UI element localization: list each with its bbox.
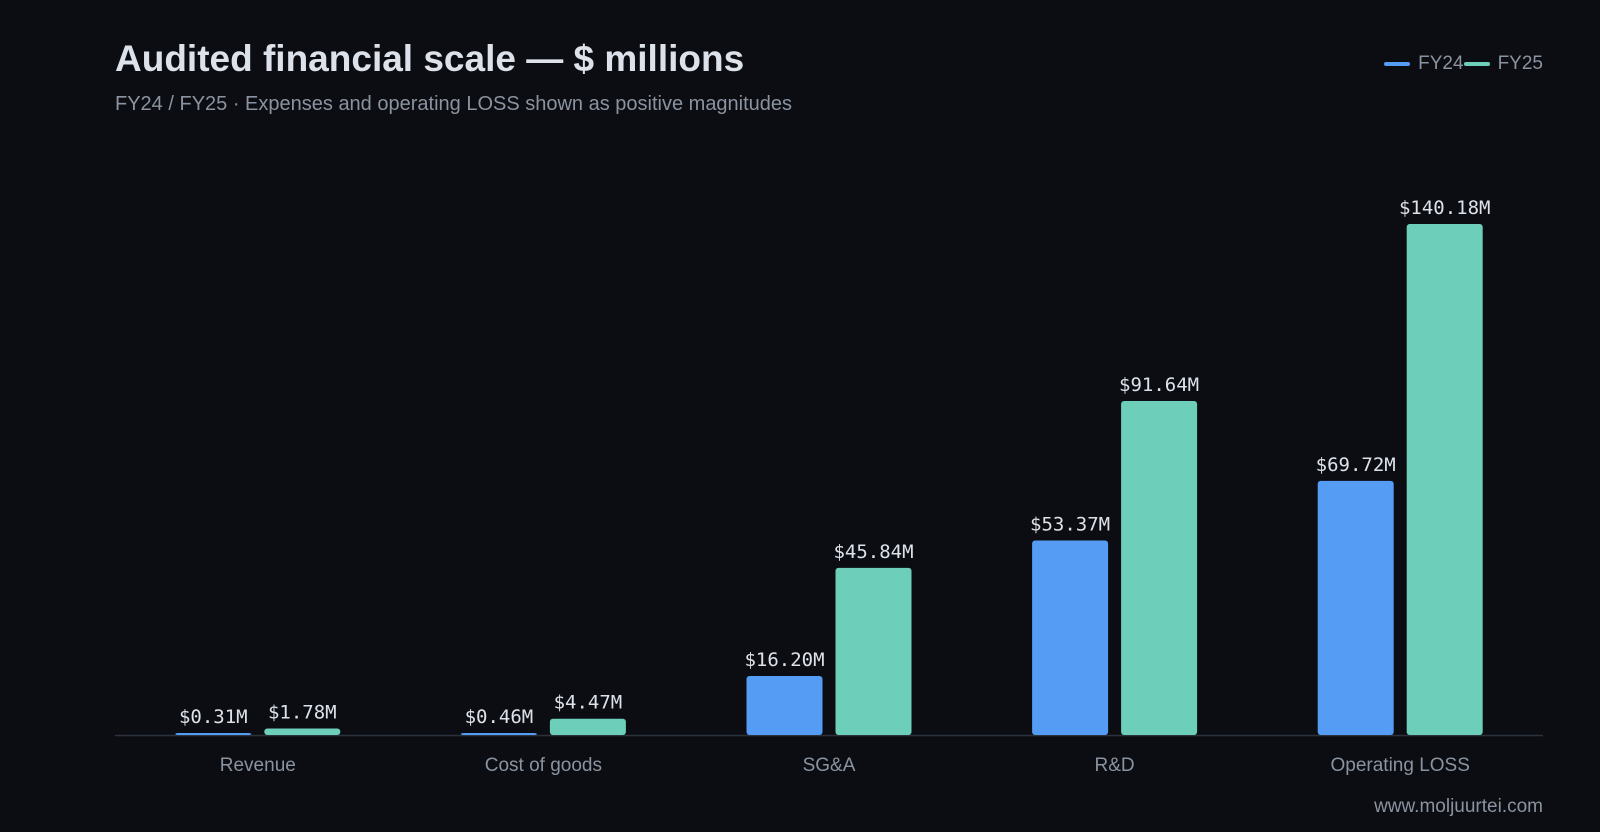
chart-legend: FY24 FY25 — [1384, 53, 1543, 75]
legend-label-fy25: FY25 — [1497, 53, 1543, 74]
category-label-cost-of-goods: Cost of goods — [485, 755, 602, 776]
legend-item-fy25: FY25 — [1463, 53, 1543, 75]
bar-fy24-sg-a — [746, 675, 823, 735]
category-label-sg-a: SG&A — [803, 755, 856, 776]
bar-fy25-revenue — [264, 728, 341, 735]
bar-fy25-operating-loss — [1406, 224, 1483, 735]
value-label-fy24-sg-a: $16.20M — [744, 649, 824, 671]
source-url: www.moljuurtei.com — [1374, 796, 1543, 817]
bar-fy24-operating-loss — [1317, 480, 1394, 735]
category-label-r-d: R&D — [1095, 755, 1135, 776]
value-label-fy24-cost-of-goods: $0.46M — [465, 706, 534, 728]
value-label-fy24-revenue: $0.31M — [179, 706, 248, 728]
chart-title: Audited financial scale — $ millions — [115, 38, 745, 79]
legend-swatch-fy24 — [1384, 62, 1411, 66]
value-label-fy25-r-d: $91.64M — [1119, 374, 1199, 396]
bar-fy24-cost-of-goods — [460, 733, 537, 735]
value-label-fy25-cost-of-goods: $4.47M — [554, 692, 623, 714]
bar-fy24-r-d — [1032, 540, 1109, 735]
value-label-fy25-sg-a: $45.84M — [833, 541, 913, 563]
bar-fy24-revenue — [175, 733, 252, 735]
value-label-fy24-r-d: $53.37M — [1030, 513, 1110, 535]
value-label-fy25-revenue: $1.78M — [268, 702, 337, 724]
legend-label-fy24: FY24 — [1418, 53, 1464, 74]
legend-swatch-fy25 — [1463, 62, 1490, 66]
category-label-revenue: Revenue — [220, 755, 296, 776]
bar-fy25-cost-of-goods — [549, 718, 626, 735]
chart-subtitle: FY24 / FY25 · Expenses and operating LOS… — [115, 93, 793, 115]
category-label-operating-loss: Operating LOSS — [1330, 755, 1469, 776]
category-labels-group: Revenue Cost of goods SG&A R&D Operating LOS… — [220, 755, 1470, 776]
value-label-fy25-operating-loss: $140.18M — [1399, 197, 1491, 219]
value-label-fy24-operating-loss: $69.72M — [1316, 454, 1396, 476]
bar-fy25-sg-a — [835, 567, 912, 735]
bars-group — [175, 224, 1483, 735]
bar-fy25-r-d — [1121, 400, 1198, 735]
value-labels-group: $0.31M $1.78M $0.46M $4.47M $16.20M $45.84M $5… — [179, 197, 1490, 728]
legend-item-fy24: FY24 — [1384, 53, 1464, 75]
